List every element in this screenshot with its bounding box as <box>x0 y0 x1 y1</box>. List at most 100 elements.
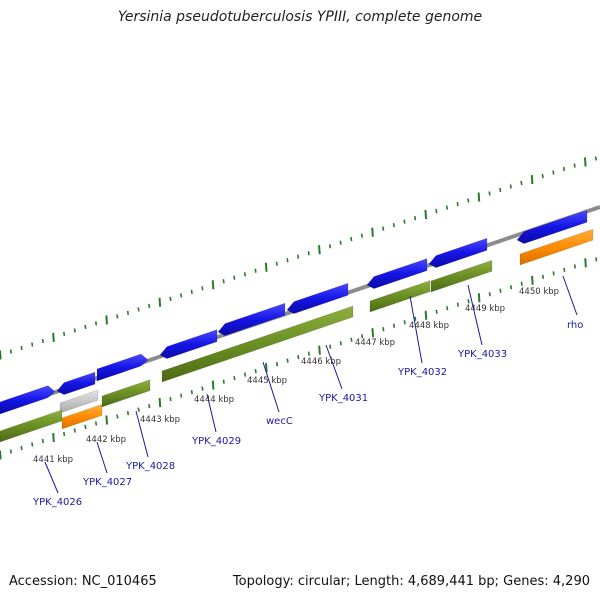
leader-line <box>206 393 217 433</box>
outer-tick <box>435 208 438 214</box>
inner-tick <box>382 327 385 332</box>
outer-tick <box>583 157 587 167</box>
topology-text: Topology: circular; Length: 4,689,441 bp… <box>232 574 590 589</box>
outer-tick <box>254 268 257 273</box>
inner-tick <box>243 372 247 377</box>
outer-tick <box>467 198 470 203</box>
inner-tick <box>329 344 332 349</box>
inner-tick <box>563 267 566 272</box>
inner-tick <box>0 450 2 460</box>
inner-tick <box>84 424 87 430</box>
outer-tick <box>243 272 247 277</box>
outer-tick <box>403 219 406 224</box>
scale-labels: 4441 kbp 4442 kbp 4443 kbp 4444 kbp 4445 kbp… <box>33 287 559 465</box>
outer-tick <box>594 156 597 161</box>
inner-tick <box>265 363 268 373</box>
inner-tick <box>350 337 353 342</box>
inner-tick <box>190 389 193 395</box>
inner-tick <box>148 403 151 409</box>
gene-label: rho <box>567 320 583 331</box>
inner-tick <box>233 376 236 381</box>
outer-tick <box>552 170 555 175</box>
leader-line <box>467 284 483 346</box>
scale-label: 4445 kbp <box>247 376 287 386</box>
outer-tick <box>562 166 566 172</box>
outer-tick <box>190 289 193 294</box>
outer-tick <box>31 342 34 347</box>
gene-label: YPK_4028 <box>125 461 175 472</box>
scale-label: 4446 kbp <box>301 357 341 367</box>
inner-tick <box>552 271 555 276</box>
gene-bar <box>61 403 103 430</box>
gene-bar <box>430 259 493 293</box>
outer-tick <box>148 303 151 308</box>
scale-label: 4441 kbp <box>33 455 73 465</box>
outer-tick <box>137 307 140 312</box>
scale-label: 4444 kbp <box>194 395 234 405</box>
inner-tick <box>541 274 545 279</box>
inner-tick <box>531 275 534 285</box>
outer-tick <box>41 338 44 344</box>
inner-tick <box>584 258 587 268</box>
outer-tick <box>371 227 374 237</box>
leader-line <box>409 295 423 364</box>
leader-line <box>562 275 578 316</box>
inner-tick <box>414 316 417 321</box>
outer-tick <box>541 173 544 179</box>
inner-tick <box>211 380 215 390</box>
inner-tick <box>509 285 513 290</box>
scale-label: 4447 kbp <box>355 338 395 348</box>
inner-tick <box>31 442 34 447</box>
outer-tick <box>73 328 76 333</box>
outer-tick <box>414 215 417 221</box>
gene-bar <box>101 379 151 408</box>
inner-tick <box>9 449 13 454</box>
outer-tick <box>105 315 108 325</box>
leader-line <box>96 441 108 474</box>
outer-tick <box>264 262 268 272</box>
cds-arrow <box>286 282 349 314</box>
inner-tick <box>52 432 55 443</box>
inner-tick <box>456 302 459 307</box>
inner-tick <box>446 306 449 311</box>
outer-tick <box>116 314 119 319</box>
cds-arrow <box>366 258 428 289</box>
outer-tick <box>233 275 236 280</box>
inner-tick <box>435 309 438 314</box>
inner-tick <box>371 328 375 338</box>
inner-tick <box>41 438 44 444</box>
label-leaders <box>44 275 578 494</box>
outer-tick <box>339 240 342 245</box>
inner-tick <box>424 310 428 320</box>
inner-tick <box>467 299 470 304</box>
outer-tick <box>52 332 55 343</box>
outer-tick <box>328 244 332 249</box>
outer-tick <box>180 293 183 298</box>
map-title: Yersinia pseudotuberculosis YPIII, compl… <box>117 9 483 25</box>
outer-tick <box>350 237 353 242</box>
cds-arrow <box>96 353 149 382</box>
outer-tick <box>158 297 162 307</box>
inner-tick <box>499 288 502 293</box>
outer-tick <box>477 192 481 202</box>
leader-line <box>44 461 59 494</box>
misc-feature <box>59 389 99 414</box>
cds-arrow <box>56 371 96 395</box>
scale-label: 4449 kbp <box>465 304 505 314</box>
outer-tick <box>382 226 385 231</box>
outer-tick <box>126 310 130 316</box>
inner-tick <box>63 431 66 437</box>
inner-tick <box>477 293 481 303</box>
outer-tick <box>573 163 576 168</box>
outer-tick <box>286 258 289 263</box>
inner-tick <box>297 355 300 360</box>
gene-bar <box>161 305 354 383</box>
inner-tick <box>180 393 183 398</box>
inner-tick <box>307 351 310 356</box>
inner-tick <box>595 257 598 262</box>
outer-tick <box>297 254 300 259</box>
outer-tick <box>318 245 321 255</box>
inner-tick <box>254 369 257 374</box>
